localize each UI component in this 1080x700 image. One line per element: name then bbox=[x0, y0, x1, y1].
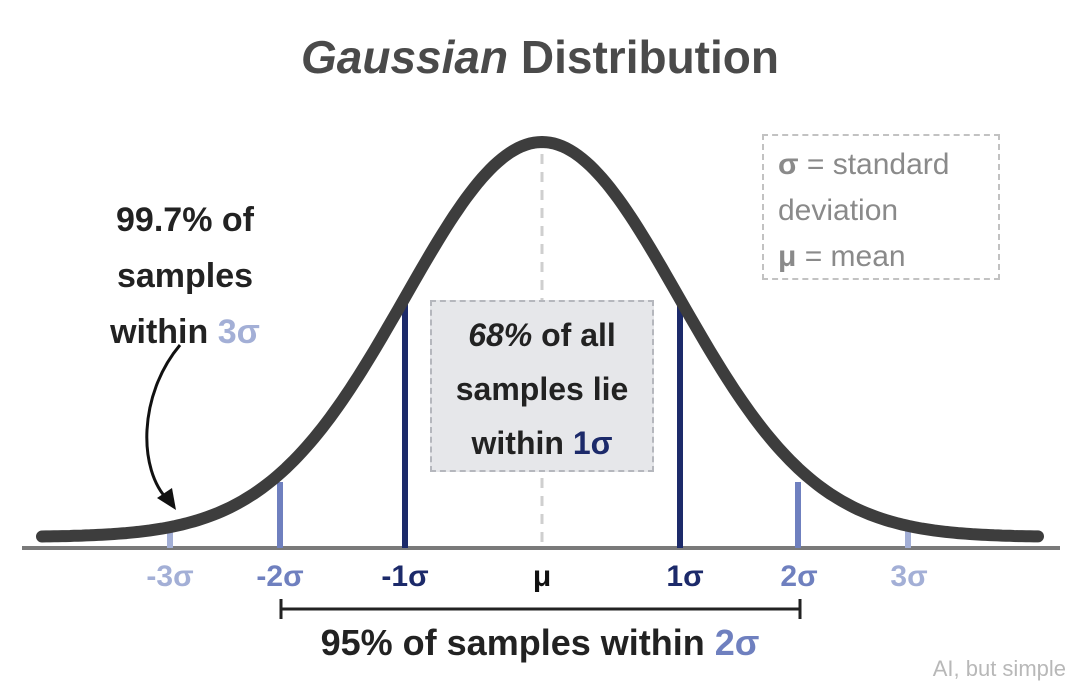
gaussian-curve bbox=[36, 135, 1044, 543]
callout-line-2: samples lie bbox=[455, 371, 629, 407]
mu-symbol: μ bbox=[778, 240, 797, 273]
note-line3-sigma: 3σ bbox=[217, 313, 260, 351]
note-99-7: 99.7% of samples within 3σ bbox=[60, 192, 310, 360]
legend-mu-row: μ = mean bbox=[778, 234, 998, 280]
callout-line3-sigma: 1σ bbox=[572, 425, 613, 461]
note-line-3: within 3σ bbox=[60, 304, 310, 360]
legend-sigma-text: = standard bbox=[798, 148, 950, 181]
tick-label-pos2: 2σ bbox=[780, 560, 818, 593]
legend-mu-text: = mean bbox=[796, 240, 906, 273]
callout-68: 68% of all samples lie within 1σ bbox=[430, 300, 654, 472]
arrow-3sigma bbox=[145, 344, 182, 502]
sigma-symbol: σ bbox=[778, 148, 799, 181]
arrowhead-icon bbox=[157, 488, 176, 510]
note-95-pre: 95% of samples within bbox=[320, 622, 715, 663]
note-line-2: samples bbox=[116, 257, 254, 295]
callout-pct: 68% bbox=[468, 317, 533, 353]
note-95: 95% of samples within 2σ bbox=[0, 622, 1080, 664]
legend-sigma-row-2: deviation bbox=[778, 188, 998, 234]
tick-label-neg2: -2σ bbox=[256, 560, 304, 593]
title-italic: Gaussian bbox=[301, 31, 509, 83]
legend-sigma-row: σ = standard bbox=[778, 142, 998, 188]
callout-line1-rest: of all bbox=[532, 317, 616, 353]
tick-label-neg3: -3σ bbox=[146, 560, 194, 593]
legend-sigma-text-2: deviation bbox=[778, 194, 899, 227]
bracket-2sigma bbox=[279, 599, 802, 619]
tick-label-pos1: 1σ bbox=[666, 560, 704, 593]
tick-label-neg1: -1σ bbox=[381, 560, 429, 593]
tick-label-pos3: 3σ bbox=[890, 560, 928, 593]
note-line-1: 99.7% of bbox=[116, 201, 254, 239]
note-95-sigma: 2σ bbox=[714, 622, 760, 663]
callout-line-3: within 1σ bbox=[432, 416, 652, 470]
callout-line-1: 68% of all bbox=[432, 308, 652, 362]
legend-box: σ = standard deviation μ = mean bbox=[762, 134, 1000, 280]
page-title: Gaussian Distribution bbox=[0, 30, 1080, 84]
tick-label-mean: μ bbox=[532, 560, 552, 593]
title-rest: Distribution bbox=[508, 31, 779, 83]
watermark: AI, but simple bbox=[932, 656, 1066, 681]
note-line3-pre: within bbox=[110, 313, 218, 351]
callout-line3-pre: within bbox=[471, 425, 573, 461]
